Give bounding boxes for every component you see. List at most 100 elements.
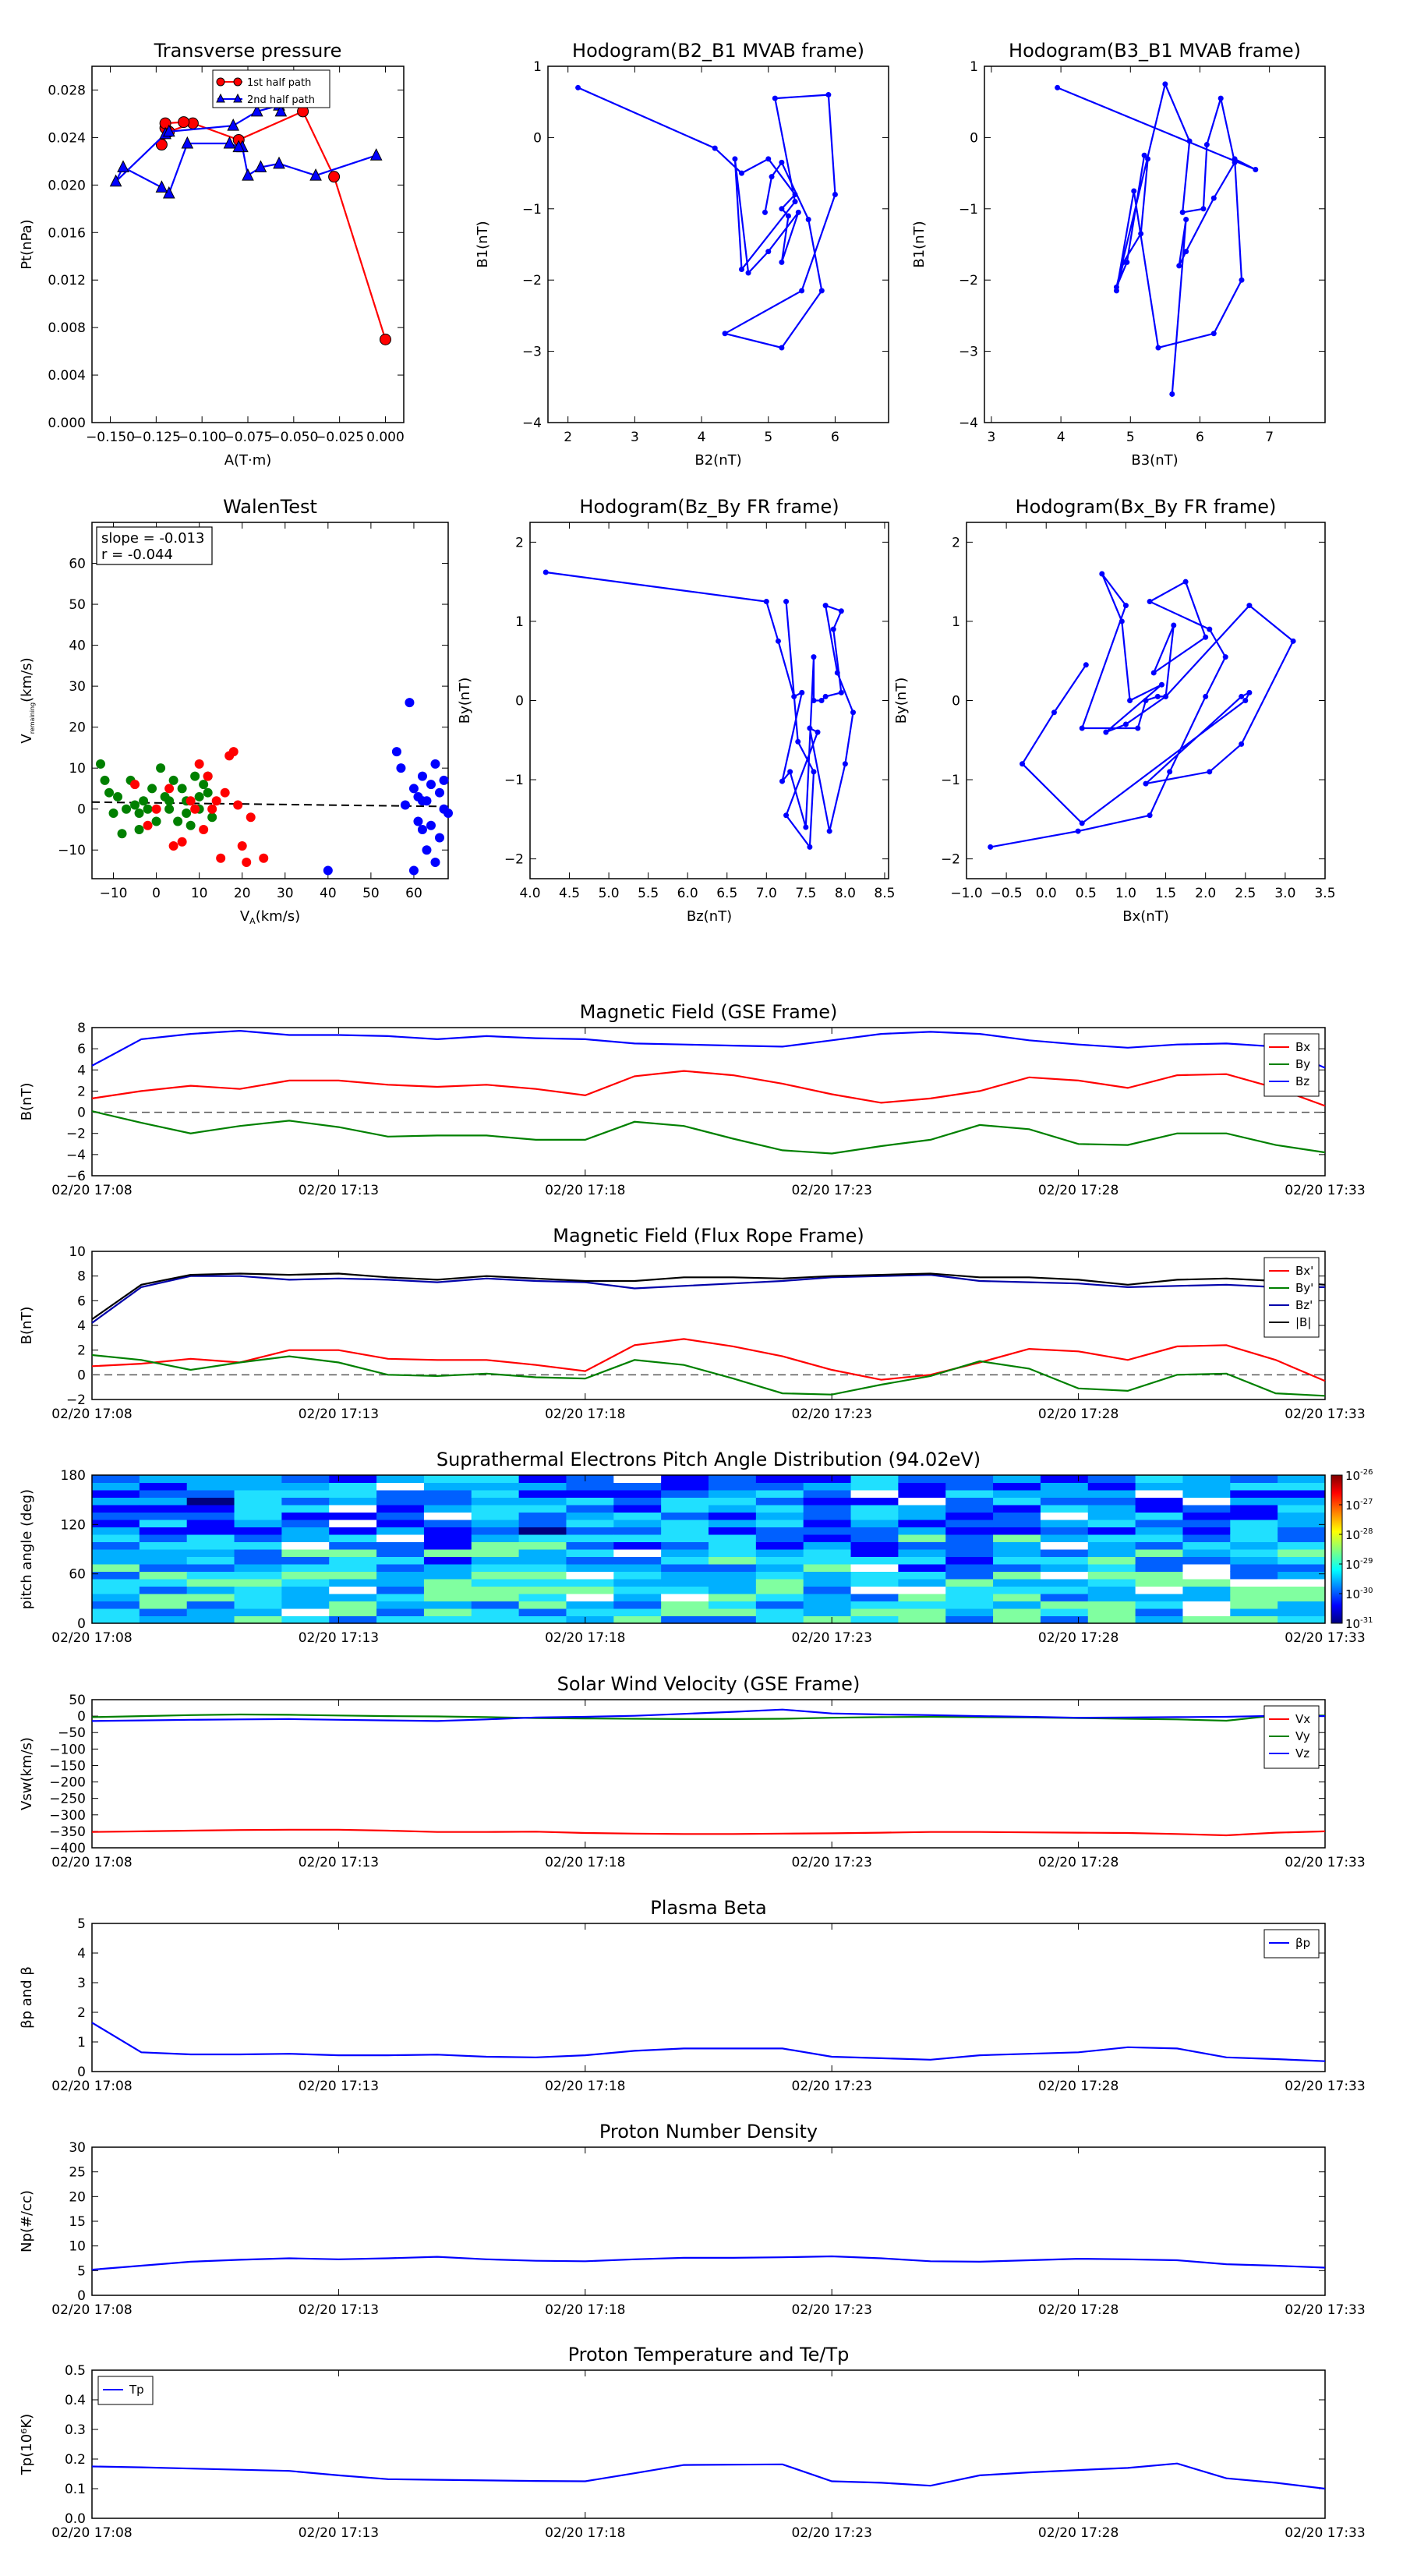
heatmap-cell — [850, 1512, 899, 1520]
y-tick-label: 15 — [69, 2214, 86, 2230]
heatmap-cell — [850, 1520, 899, 1527]
x-tick-label: 10 — [191, 886, 208, 901]
y-tick-label: 5 — [77, 2263, 86, 2279]
heatmap-cell — [1087, 1534, 1136, 1542]
data-point — [430, 857, 440, 867]
heatmap-cell — [1087, 1571, 1136, 1580]
data-point — [139, 796, 149, 806]
x-tick-label: 2 — [564, 430, 572, 445]
heatmap-cell — [1135, 1490, 1183, 1498]
y-tick-label: 2 — [515, 535, 524, 550]
time-tick-label: 02/20 17:08 — [51, 2302, 132, 2318]
heatmap-cell — [1040, 1594, 1089, 1601]
data-point — [164, 804, 175, 814]
heatmap-cell — [1087, 1586, 1136, 1594]
data-point — [199, 780, 209, 790]
y-tick-label: 0.3 — [65, 2422, 86, 2438]
heatmap-cell — [139, 1482, 188, 1491]
data-point — [1119, 618, 1125, 625]
data-point — [1135, 725, 1141, 731]
x-tick-label: 7.5 — [795, 886, 816, 901]
data-point — [1131, 188, 1137, 194]
heatmap-cell — [92, 1541, 140, 1550]
heatmap-cell — [1230, 1490, 1278, 1498]
data-point — [799, 288, 805, 294]
heatmap-cell — [755, 1608, 804, 1616]
heatmap-cell — [1278, 1586, 1326, 1594]
x-tick-label: 0 — [152, 886, 161, 901]
heatmap-cell — [1087, 1512, 1136, 1520]
x-axis-label: VA(km/s) — [240, 908, 300, 926]
data-point — [834, 670, 840, 676]
y-tick-label: −1 — [941, 773, 960, 788]
y-tick-label: 180 — [61, 1468, 86, 1484]
heatmap-cell — [281, 1534, 330, 1542]
heatmap-cell — [850, 1527, 899, 1535]
heatmap-cell — [803, 1579, 852, 1587]
heatmap-cell — [850, 1497, 899, 1506]
heatmap-cell — [1278, 1541, 1326, 1550]
heatmap-cell — [709, 1615, 757, 1624]
heatmap-cell — [993, 1520, 1041, 1527]
data-point — [242, 857, 252, 867]
x-tick-label: 50 — [362, 886, 380, 901]
chart-title: WalenTest — [223, 496, 317, 518]
data-point — [109, 174, 122, 187]
heatmap-cell — [281, 1571, 330, 1580]
heatmap-cell — [423, 1564, 472, 1572]
data-point — [1051, 709, 1057, 716]
heatmap-cell — [139, 1608, 188, 1616]
time-tick-label: 02/20 17:33 — [1285, 2525, 1365, 2541]
heatmap-cell — [661, 1534, 709, 1542]
data-point — [1207, 626, 1213, 632]
data-point — [1203, 634, 1209, 640]
y-tick-label: 0 — [533, 130, 542, 146]
heatmap-cell — [613, 1615, 662, 1624]
heatmap-cell — [709, 1608, 757, 1616]
heatmap-cell — [850, 1505, 899, 1513]
heatmap-cell — [471, 1586, 520, 1594]
data-point — [417, 796, 427, 806]
data-point — [417, 771, 427, 781]
heatmap-cell — [661, 1541, 709, 1550]
chart-h4: Hodogram(Bx_By FR frame) Bx(nT) By(nT) −2 −1… — [893, 496, 1336, 925]
heatmap-cell — [186, 1505, 235, 1513]
data-point — [168, 840, 178, 851]
heatmap-cell — [1182, 1534, 1231, 1542]
y-tick-label: 30 — [69, 2140, 86, 2156]
data-point — [818, 288, 825, 294]
series-line — [91, 1353, 1326, 1397]
heatmap-cell — [423, 1527, 472, 1535]
data-point — [712, 145, 718, 151]
heatmap-cell — [898, 1594, 946, 1601]
heatmap-cell — [92, 1512, 140, 1520]
heatmap-cell — [755, 1564, 804, 1572]
data-point — [1113, 284, 1119, 290]
x-tick-label: 6 — [1196, 430, 1204, 445]
heatmap-cell — [945, 1482, 994, 1491]
heatmap-cell — [661, 1490, 709, 1498]
data-point — [426, 820, 436, 830]
data-point — [100, 775, 110, 785]
heatmap-cell — [945, 1579, 994, 1587]
heatmap-cell — [329, 1601, 377, 1609]
colorbar-label: 10-27 — [1345, 1498, 1373, 1513]
heatmap-cell — [803, 1594, 852, 1601]
heatmap-cell — [803, 1475, 852, 1483]
y-tick-label: 60 — [69, 557, 86, 572]
data-point — [108, 808, 118, 818]
heatmap-cell — [234, 1586, 282, 1594]
heatmap-cell — [471, 1615, 520, 1624]
x-tick-label: 3.5 — [1314, 886, 1335, 901]
heatmap-cell — [755, 1586, 804, 1594]
heatmap-cell — [518, 1534, 567, 1542]
heatmap-cell — [329, 1490, 377, 1498]
time-tick-label: 02/20 17:13 — [299, 1855, 379, 1870]
heatmap-cell — [1182, 1556, 1231, 1565]
time-tick-label: 02/20 17:08 — [51, 1407, 132, 1422]
y-tick-label: 0.016 — [48, 225, 86, 241]
heatmap-cell — [1040, 1527, 1089, 1535]
heatmap-cell — [898, 1497, 946, 1506]
data-point — [194, 791, 204, 801]
heatmap-cell — [281, 1586, 330, 1594]
